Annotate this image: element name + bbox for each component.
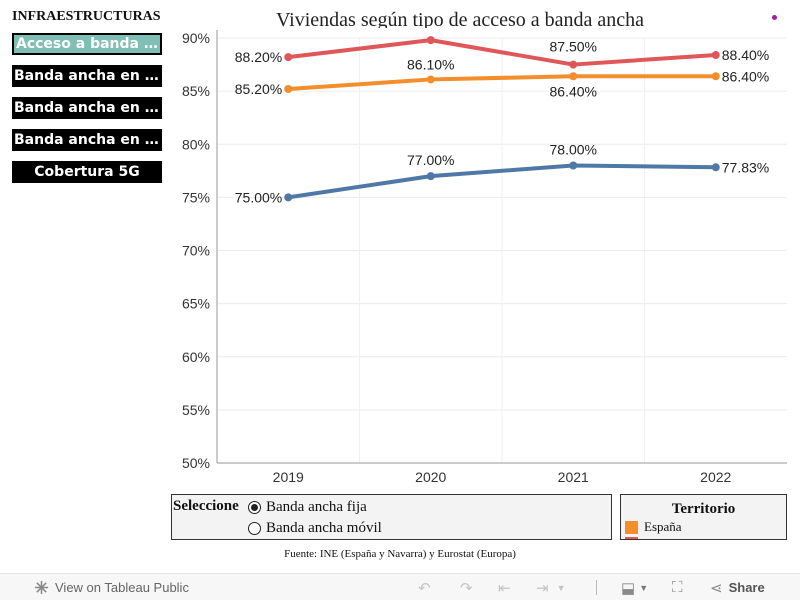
data-point xyxy=(426,75,435,84)
data-label: 88.40% xyxy=(722,47,769,63)
revert-icon: ⇤ xyxy=(498,579,511,597)
y-tick-label: 85% xyxy=(182,83,210,99)
x-tick-label: 2019 xyxy=(273,469,304,485)
redo-icon: ↷ xyxy=(460,579,473,597)
y-tick-label: 70% xyxy=(182,243,210,259)
chevron-down-icon: ▼ xyxy=(639,582,649,593)
nav-button-acceso-banda-ancha[interactable]: Acceso a banda ancha xyxy=(12,33,162,55)
tableau-logo-icon xyxy=(34,580,49,595)
parameter-selector: Seleccione Banda ancha fija Banda ancha … xyxy=(171,494,612,540)
line-chart: 50% 55% 60% 65% 70% 75% 80% 85% 90% 2019 2020 2021 2… xyxy=(182,30,787,485)
series-line xyxy=(286,38,718,67)
sidebar-title: INFRAESTRUCTURAS xyxy=(12,9,161,24)
data-point xyxy=(569,72,578,81)
data-label: 78.00% xyxy=(550,142,597,158)
legend-swatch xyxy=(625,537,638,539)
data-label: 88.20% xyxy=(235,49,282,65)
refresh-button[interactable]: ⇥ ▼ xyxy=(536,574,566,600)
radio-button[interactable] xyxy=(248,522,261,535)
nav-button-cobertura-5g[interactable]: Cobertura 5G xyxy=(12,161,162,183)
chart-title: Viviendas según tipo de acceso a banda a… xyxy=(275,9,645,28)
y-tick-label: 90% xyxy=(182,30,210,46)
toolbar-divider xyxy=(596,574,597,600)
data-point xyxy=(284,85,293,93)
data-point xyxy=(284,193,293,202)
radio-banda-ancha-fija[interactable]: Banda ancha fija xyxy=(248,499,367,516)
download-button[interactable]: ⬓ ▼ xyxy=(621,574,648,600)
data-point xyxy=(711,72,720,81)
share-icon: ⋖ xyxy=(710,579,723,597)
fullscreen-button[interactable]: ⛶ xyxy=(672,574,683,600)
view-on-tableau-link[interactable]: View on Tableau Public xyxy=(34,574,189,600)
legend: Territorio España xyxy=(620,494,787,540)
download-icon: ⬓ xyxy=(621,579,636,597)
radio-banda-ancha-movil[interactable]: Banda ancha móvil xyxy=(248,520,382,537)
y-tick-label: 75% xyxy=(182,189,210,205)
data-label: 87.50% xyxy=(550,39,597,55)
data-point xyxy=(569,60,578,69)
x-tick-label: 2022 xyxy=(700,469,731,485)
data-label: 77.83% xyxy=(722,159,769,175)
series-line xyxy=(286,74,718,91)
fullscreen-icon: ⛶ xyxy=(672,579,683,596)
data-label: 86.40% xyxy=(550,83,597,99)
data-point xyxy=(711,51,720,59)
x-tick-label: 2021 xyxy=(558,469,589,485)
data-label: 85.20% xyxy=(235,81,282,97)
series-line xyxy=(286,163,718,200)
data-label: 86.10% xyxy=(407,56,454,72)
legend-title: Territorio xyxy=(671,501,736,517)
legend-label: España xyxy=(644,519,682,534)
data-label: 75.00% xyxy=(235,189,282,205)
y-tick-label: 55% xyxy=(182,402,210,418)
data-label: 86.40% xyxy=(722,68,769,84)
undo-button[interactable]: ↶ xyxy=(418,574,431,600)
data-point xyxy=(711,163,720,172)
legend-item-espana[interactable]: España xyxy=(625,519,682,535)
selector-label: Seleccione xyxy=(173,498,239,514)
share-button[interactable]: ⋖ Share xyxy=(710,574,765,600)
y-tick-label: 50% xyxy=(182,455,210,471)
share-label: Share xyxy=(728,580,765,595)
y-tick-label: 60% xyxy=(182,349,210,365)
data-point xyxy=(569,161,578,170)
radio-label-movil: Banda ancha móvil xyxy=(266,520,382,536)
tableau-toolbar: View on Tableau Public ↶ ↷ ⇤ ⇥ ▼ ⬓ ▼ ⛶ ⋖… xyxy=(0,573,800,600)
data-point xyxy=(426,36,435,45)
legend-item-2[interactable] xyxy=(625,537,644,539)
status-dot xyxy=(772,15,777,20)
undo-icon: ↶ xyxy=(418,579,431,597)
data-point xyxy=(284,53,293,62)
refresh-icon: ⇥ xyxy=(536,579,549,597)
nav-button-banda-ancha-empresas-1[interactable]: Banda ancha en empresas xyxy=(12,97,162,119)
view-on-tableau-label: View on Tableau Public xyxy=(55,580,189,595)
legend-swatch xyxy=(625,520,638,534)
redo-button[interactable]: ↷ xyxy=(460,574,473,600)
x-tick-label: 2020 xyxy=(415,469,446,485)
radio-button-selected[interactable] xyxy=(248,501,261,514)
nav-button-banda-ancha-empresas-2[interactable]: Banda ancha en empresas xyxy=(12,129,162,151)
y-tick-label: 65% xyxy=(182,296,210,312)
radio-label-fija: Banda ancha fija xyxy=(266,499,367,515)
chevron-down-icon: ▼ xyxy=(556,582,566,593)
y-tick-label: 80% xyxy=(182,136,210,152)
source-note: Fuente: INE (España y Navarra) y Eurosta… xyxy=(284,548,516,560)
data-point xyxy=(426,172,435,181)
revert-button[interactable]: ⇤ xyxy=(498,574,511,600)
data-label: 77.00% xyxy=(407,152,454,168)
nav-button-banda-ancha-hogares[interactable]: Banda ancha en hogares xyxy=(12,65,162,87)
